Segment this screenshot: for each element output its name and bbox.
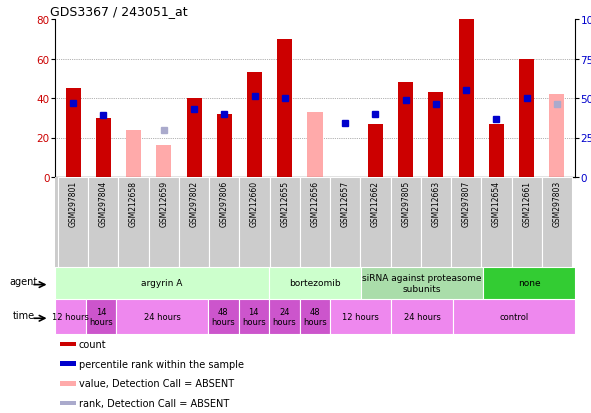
- Bar: [368, 124, 383, 178]
- Bar: [156, 146, 171, 178]
- Bar: [542, 178, 572, 267]
- Text: rank, Detection Call = ABSENT: rank, Detection Call = ABSENT: [79, 398, 229, 408]
- Text: 12 hours: 12 hours: [342, 312, 379, 321]
- Bar: [421, 178, 451, 267]
- Text: GSM212660: GSM212660: [250, 180, 259, 226]
- Text: GSM212659: GSM212659: [160, 180, 168, 226]
- Bar: [118, 178, 149, 267]
- Text: GSM297807: GSM297807: [462, 180, 470, 226]
- Bar: [453, 299, 575, 334]
- Bar: [391, 178, 421, 267]
- Bar: [187, 99, 202, 178]
- Text: GSM297806: GSM297806: [220, 180, 229, 226]
- Text: none: none: [518, 279, 540, 288]
- Text: 24 hours: 24 hours: [404, 312, 440, 321]
- Text: argyrin A: argyrin A: [141, 279, 183, 288]
- Bar: [300, 178, 330, 267]
- Text: GSM212654: GSM212654: [492, 180, 501, 226]
- Text: bortezomib: bortezomib: [289, 279, 341, 288]
- Text: siRNA against proteasome
subunits: siRNA against proteasome subunits: [362, 274, 482, 293]
- Text: 24 hours: 24 hours: [144, 312, 180, 321]
- Text: 14
hours: 14 hours: [89, 307, 113, 326]
- Bar: [66, 89, 81, 178]
- Bar: [269, 299, 300, 334]
- Bar: [307, 113, 323, 178]
- Bar: [60, 342, 76, 347]
- Bar: [58, 178, 88, 267]
- Bar: [361, 267, 483, 299]
- Bar: [60, 381, 76, 386]
- Bar: [549, 95, 564, 178]
- Text: GSM212656: GSM212656: [310, 180, 320, 226]
- Bar: [88, 178, 118, 267]
- Text: control: control: [499, 312, 528, 321]
- Bar: [217, 114, 232, 178]
- Bar: [179, 178, 209, 267]
- Text: time: time: [12, 310, 34, 320]
- Text: GSM297805: GSM297805: [401, 180, 410, 226]
- Bar: [269, 178, 300, 267]
- Bar: [483, 267, 575, 299]
- Bar: [86, 299, 116, 334]
- Text: 48
hours: 48 hours: [303, 307, 327, 326]
- Text: value, Detection Call = ABSENT: value, Detection Call = ABSENT: [79, 378, 234, 389]
- Text: percentile rank within the sample: percentile rank within the sample: [79, 359, 244, 369]
- Bar: [239, 299, 269, 334]
- Bar: [126, 130, 141, 178]
- Bar: [269, 267, 361, 299]
- Bar: [239, 178, 269, 267]
- Bar: [60, 401, 76, 406]
- Bar: [330, 178, 361, 267]
- Bar: [96, 119, 111, 178]
- Bar: [116, 299, 208, 334]
- Text: GSM212661: GSM212661: [522, 180, 531, 226]
- Bar: [209, 178, 239, 267]
- Text: agent: agent: [9, 277, 38, 287]
- Text: GSM212657: GSM212657: [341, 180, 350, 226]
- Bar: [459, 20, 474, 178]
- Text: GSM212658: GSM212658: [129, 180, 138, 226]
- Bar: [55, 299, 86, 334]
- Text: 24
hours: 24 hours: [272, 307, 296, 326]
- Text: GSM297804: GSM297804: [99, 180, 108, 226]
- Bar: [149, 178, 179, 267]
- Bar: [451, 178, 481, 267]
- Text: GDS3367 / 243051_at: GDS3367 / 243051_at: [50, 5, 187, 18]
- Bar: [247, 73, 262, 178]
- Bar: [519, 59, 534, 178]
- Text: 14
hours: 14 hours: [242, 307, 266, 326]
- Text: GSM297803: GSM297803: [553, 180, 561, 226]
- Bar: [361, 178, 391, 267]
- Bar: [398, 83, 413, 178]
- Text: GSM212655: GSM212655: [280, 180, 289, 226]
- Text: GSM297802: GSM297802: [190, 180, 199, 226]
- Text: 12 hours: 12 hours: [52, 312, 89, 321]
- Bar: [55, 267, 269, 299]
- Bar: [208, 299, 239, 334]
- Bar: [481, 178, 512, 267]
- Bar: [60, 361, 76, 366]
- Text: GSM212663: GSM212663: [431, 180, 440, 226]
- Bar: [277, 40, 293, 178]
- Bar: [330, 299, 391, 334]
- Bar: [489, 124, 504, 178]
- Text: GSM212662: GSM212662: [371, 180, 380, 226]
- Bar: [391, 299, 453, 334]
- Text: GSM297801: GSM297801: [69, 180, 77, 226]
- Text: count: count: [79, 339, 106, 349]
- Bar: [428, 93, 443, 178]
- Bar: [512, 178, 542, 267]
- Bar: [300, 299, 330, 334]
- Text: 48
hours: 48 hours: [212, 307, 235, 326]
